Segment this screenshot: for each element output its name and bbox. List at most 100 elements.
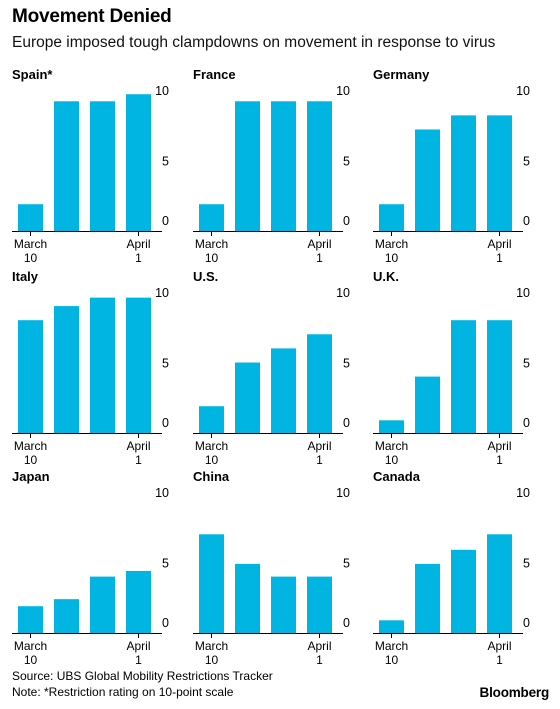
chart-panel-uk: U.K. 10 5 0 March 10 April 1 [373,269,541,470]
bar [235,362,260,433]
x-tick-label: March 10 [14,639,47,667]
x-tick-label-line: 1 [316,251,323,265]
y-tick-label: 10 [516,486,530,500]
bar [451,115,476,231]
x-tick-label-line: 10 [205,653,219,667]
panel-title: Spain* [12,67,53,82]
panel-title: U.K. [373,269,399,284]
y-tick-label: 10 [336,84,350,98]
chart-panel-italy: Italy 10 5 0 March 10 April 1 [12,269,180,470]
x-tick-label: April 1 [487,639,511,667]
x-tick-label-line: April [487,237,511,251]
bar [18,204,43,231]
x-tick-label-line: March [375,237,408,251]
bar [235,563,260,633]
x-tick-label: March 10 [375,237,408,265]
bar [415,563,440,633]
x-tick-label: March 10 [195,639,228,667]
y-tick-label: 5 [343,557,350,571]
bar [379,420,404,433]
bar [54,101,79,231]
bar [415,129,440,231]
x-tick-label-line: 10 [24,453,38,467]
bar [199,406,224,433]
x-tick-label-line: March [195,237,228,251]
bar [90,297,115,433]
bar [307,576,332,633]
x-tick-label-line: April [126,639,150,653]
x-tick-label-line: 1 [135,251,142,265]
y-tick-label: 5 [523,557,530,571]
x-tick-label-line: April [126,439,150,453]
bar [235,101,260,231]
chart-panel-canada: Canada 10 5 0 March 10 April 1 [373,469,541,670]
x-tick-label-line: 10 [24,653,38,667]
x-tick-label-line: March [375,639,408,653]
panel-title: Canada [373,469,421,484]
bar [379,620,404,633]
chart-panel-us: U.S. 10 5 0 March 10 April 1 [193,269,361,470]
x-tick-label: April 1 [126,439,150,467]
x-tick-label-line: April [126,237,150,251]
x-tick-label: April 1 [126,639,150,667]
y-tick-label: 5 [162,557,169,571]
x-tick-label: March 10 [195,439,228,467]
bar [18,606,43,633]
y-tick-label: 5 [343,357,350,371]
bar [415,376,440,433]
x-tick-label-line: April [487,639,511,653]
bar [126,297,151,433]
x-tick-label-line: March [14,237,47,251]
x-tick-label: March 10 [375,639,408,667]
chart-subtitle: Europe imposed tough clampdowns on movem… [12,34,496,51]
y-tick-label: 0 [162,416,169,430]
bloomberg-logo: Bloomberg [479,685,550,700]
bar [487,115,512,231]
y-tick-label: 10 [516,286,530,300]
panel-title: China [193,469,230,484]
bar [199,534,224,633]
y-tick-label: 0 [523,416,530,430]
y-tick-label: 0 [162,214,169,228]
chart-panel-france: France 10 5 0 March 10 April 1 [193,67,361,268]
y-tick-label: 0 [343,416,350,430]
x-tick-label-line: 10 [24,251,38,265]
chart-panel-germany: Germany 10 5 0 March 10 April 1 [373,67,541,268]
x-tick-label: March 10 [375,439,408,467]
bar [451,549,476,633]
bar [487,534,512,633]
x-tick-label-line: 10 [385,251,399,265]
bar [54,306,79,433]
y-tick-label: 10 [155,84,169,98]
x-tick-label-line: April [307,639,331,653]
source-text: Source: UBS Global Mobility Restrictions… [12,669,273,683]
x-tick-label-line: April [487,439,511,453]
x-tick-label-line: 1 [316,453,323,467]
panel-title: Germany [373,67,430,82]
x-tick-label-line: 10 [205,453,219,467]
bar [54,599,79,633]
x-tick-label: April 1 [126,237,150,265]
x-tick-label-line: March [195,639,228,653]
x-tick-label-line: 10 [385,653,399,667]
x-tick-label: March 10 [14,439,47,467]
bar [199,204,224,231]
x-tick-label-line: 10 [205,251,219,265]
x-tick-label: April 1 [307,439,331,467]
footnote-text: Note: *Restriction rating on 10-point sc… [12,685,234,699]
y-tick-label: 5 [162,155,169,169]
x-tick-label-line: March [195,439,228,453]
x-tick-label: April 1 [487,439,511,467]
x-tick-label-line: 10 [385,453,399,467]
y-tick-label: 0 [343,214,350,228]
x-tick-label-line: 1 [316,653,323,667]
bar [90,101,115,231]
